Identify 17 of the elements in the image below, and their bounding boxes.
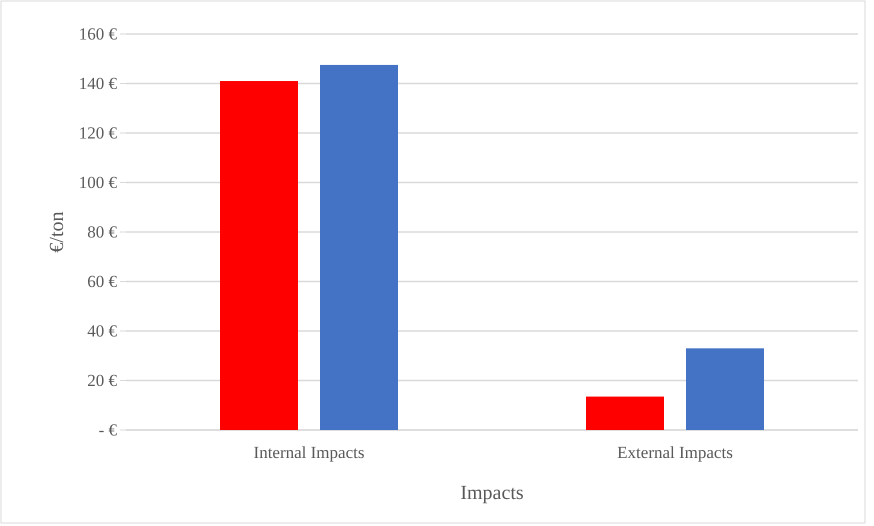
y-tick-label: - € (98, 420, 118, 440)
y-axis-title: €/ton (46, 211, 68, 253)
y-tick-label: 120 € (78, 123, 118, 142)
y-tick-label: 140 € (78, 74, 118, 93)
y-tick-label: 40 € (87, 321, 118, 340)
x-axis-title: Impacts (460, 482, 524, 504)
y-tick-label: 160 € (78, 24, 118, 44)
y-tick-label: 100 € (78, 172, 118, 192)
bar (686, 348, 764, 430)
bar (586, 396, 664, 430)
y-tick-label: 80 € (87, 222, 118, 242)
x-tick-label: External Impacts (617, 443, 733, 462)
x-tick-label: Internal Impacts (254, 443, 364, 462)
bar (220, 81, 298, 430)
y-tick-label: 60 € (87, 272, 118, 291)
bar (320, 64, 398, 430)
y-tick-label: 20 € (87, 370, 118, 390)
